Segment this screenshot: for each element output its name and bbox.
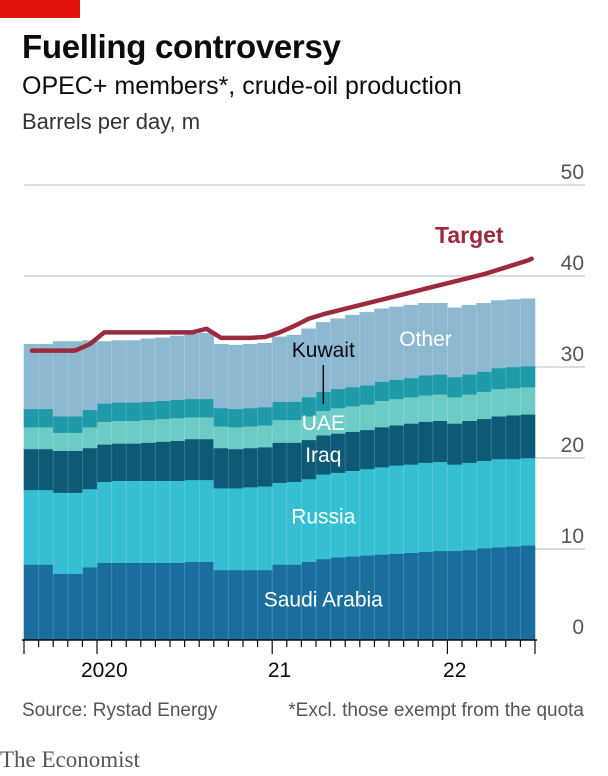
- brand-wordmark: The Economist: [0, 747, 140, 772]
- area-layer: [23, 298, 536, 641]
- x-tick-label-22: 22: [443, 659, 466, 682]
- series-label-uae: UAE: [302, 412, 345, 435]
- target-line: [29, 256, 534, 353]
- source-note: Source: Rystad Energy: [22, 700, 218, 721]
- x-tick-label-21: 21: [268, 659, 291, 682]
- chart-subtitle: OPEC+ members*, crude-oil production: [22, 72, 462, 100]
- chart-unit-label: Barrels per day, m: [22, 109, 201, 134]
- y-tick-label-20: 20: [561, 434, 584, 457]
- target-label: Target: [435, 222, 504, 248]
- y-tick-label-30: 30: [561, 343, 584, 366]
- series-label-iraq: Iraq: [305, 444, 341, 467]
- series-label-russia: Russia: [291, 506, 356, 529]
- y-tick-label-0: 0: [572, 616, 584, 639]
- series-label-other: Other: [399, 328, 452, 351]
- y-tick-label-40: 40: [561, 252, 584, 275]
- chart-title: Fuelling controversy: [22, 28, 341, 65]
- footnote: *Excl. those exempt from the quota: [288, 700, 584, 721]
- axis-layer: [22, 639, 537, 654]
- month-seams: [38, 298, 521, 640]
- label-layer: 0 10 20 30 40 50 2020 21 22 Saudi Arabia Russia Ira…: [81, 161, 584, 682]
- y-tick-label-50: 50: [561, 161, 584, 184]
- series-label-kuwait: Kuwait: [292, 339, 355, 362]
- brand-red-tag: [0, 0, 80, 18]
- stacked-area-chart: 0 10 20 30 40 50 2020 21 22 Saudi Arabia Russia Ira…: [22, 161, 585, 682]
- x-tick-label-2020: 2020: [81, 659, 128, 682]
- target-layer: [29, 256, 534, 353]
- y-tick-label-10: 10: [561, 525, 584, 548]
- series-label-saudi: Saudi Arabia: [264, 589, 383, 612]
